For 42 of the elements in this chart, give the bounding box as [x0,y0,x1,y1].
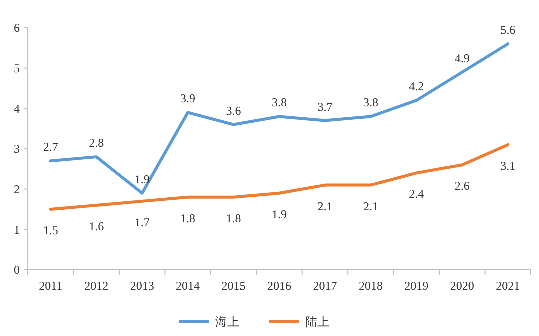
x-tick-label: 2011 [39,279,63,293]
x-tick-label: 2014 [176,279,200,293]
x-tick-label: 2018 [358,279,383,293]
data-label: 2.6 [454,179,470,194]
data-label: 3.1 [500,158,516,173]
data-label: 1.5 [43,224,58,238]
data-label: 3.8 [272,96,287,110]
data-label: 5.6 [500,23,516,38]
data-label: 1.7 [134,215,150,230]
data-label: 2.4 [409,187,424,202]
x-tick-label: 2012 [84,279,109,293]
data-label: 4.2 [409,80,424,94]
data-label: 3.6 [226,104,242,118]
x-tick-label: 2016 [268,279,292,293]
data-label: 3.9 [180,92,196,106]
data-label: 1.6 [89,219,104,234]
data-label: 1.9 [272,207,287,222]
data-label: 1.8 [180,211,196,226]
x-tick-label: 2021 [496,279,520,293]
data-label: 2.8 [89,136,104,150]
x-tick-label: 2020 [450,279,474,293]
y-tick-label: 5 [14,62,20,76]
x-tick-label: 2013 [130,279,154,293]
x-tick-label: 2017 [313,279,338,293]
x-tick-label: 2015 [222,279,246,293]
y-tick-label: 2 [14,182,20,197]
y-tick-label: 3 [14,142,20,156]
y-tick-label: 6 [14,21,20,36]
data-label: 3.7 [318,100,333,114]
data-label: 4.9 [454,51,470,66]
legend-label: 海上 [216,315,240,330]
legend-label: 陆上 [306,315,330,330]
y-tick-label: 0 [14,263,20,278]
y-tick-label: 1 [14,222,20,237]
data-label: 1.9 [134,172,150,186]
data-label: 2.1 [318,199,333,214]
data-label: 2.1 [363,199,378,214]
y-tick-label: 4 [14,102,20,116]
data-label: 1.8 [226,211,242,226]
x-tick-label: 2019 [404,279,429,293]
data-label: 2.7 [43,140,58,154]
data-label: 3.8 [363,96,378,110]
